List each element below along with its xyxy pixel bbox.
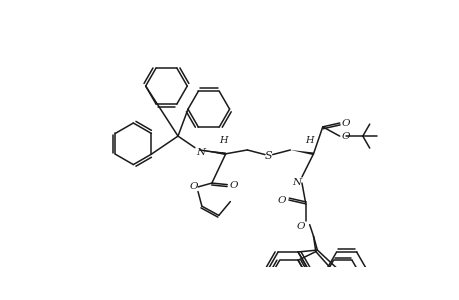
Text: N: N	[195, 148, 204, 158]
Text: H: H	[305, 136, 313, 145]
Text: O: O	[341, 118, 350, 127]
Text: S: S	[264, 151, 272, 161]
Text: O: O	[229, 181, 238, 190]
Polygon shape	[199, 150, 225, 155]
Text: N: N	[291, 178, 301, 188]
Text: O: O	[189, 182, 197, 191]
Text: H: H	[218, 136, 227, 145]
Text: O: O	[296, 222, 304, 231]
Text: O: O	[341, 132, 350, 141]
Text: O: O	[278, 196, 286, 205]
Polygon shape	[290, 150, 313, 155]
